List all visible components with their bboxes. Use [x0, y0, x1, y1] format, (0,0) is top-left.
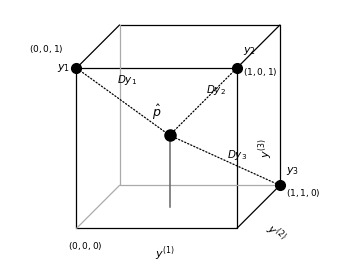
Text: $(1,1,0)$: $(1,1,0)$	[286, 187, 321, 199]
Text: $(1,0,1)$: $(1,0,1)$	[243, 66, 278, 78]
Text: $\hat{p}$: $\hat{p}$	[152, 103, 162, 122]
Text: $y^{(1)}$: $y^{(1)}$	[155, 244, 175, 263]
Text: $(0,0,1)$: $(0,0,1)$	[29, 43, 64, 55]
Text: $Dy_2$: $Dy_2$	[206, 83, 226, 97]
Text: $(0,0,0)$: $(0,0,0)$	[69, 240, 103, 252]
Text: $y_1$: $y_1$	[57, 62, 70, 74]
Text: $y_2$: $y_2$	[243, 45, 256, 57]
Text: $y^{(2)}$: $y^{(2)}$	[262, 220, 290, 247]
Text: $Dy_1$: $Dy_1$	[117, 73, 137, 87]
Text: $Dy_3$: $Dy_3$	[227, 148, 247, 162]
Text: $y_3$: $y_3$	[286, 165, 300, 177]
Text: $y^{(3)}$: $y^{(3)}$	[256, 138, 275, 158]
